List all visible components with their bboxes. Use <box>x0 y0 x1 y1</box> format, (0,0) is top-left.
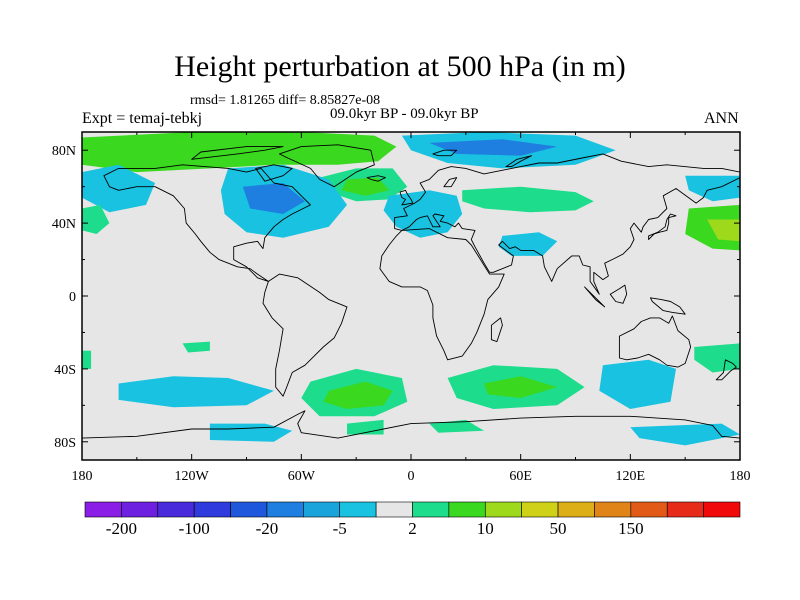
colorbar-label: 150 <box>618 519 644 538</box>
colorbar-swatch <box>703 501 741 518</box>
colorbar-swatch <box>339 501 377 518</box>
colorbar-swatch <box>230 501 268 518</box>
colorbar <box>84 501 741 518</box>
coastline-britain <box>399 189 414 206</box>
coastline-sumatra <box>584 286 606 308</box>
lon-label: 60W <box>288 469 316 484</box>
coastline-australia <box>618 315 692 368</box>
colorbar-swatch <box>594 501 632 518</box>
anomaly-region-australia-south-negative <box>599 359 676 409</box>
anomaly-region-south-pacific-negative <box>118 376 274 408</box>
colorbar-swatch <box>157 501 195 518</box>
colorbar-swatch <box>375 501 413 518</box>
anomaly-region-ross-negative <box>630 423 740 446</box>
anomaly-region-indian-ocean-core <box>484 376 558 398</box>
lat-label: 40S <box>54 363 76 378</box>
colorbar-swatch <box>484 501 522 518</box>
colorbar-label: 10 <box>477 519 494 538</box>
season-label: ANN <box>704 110 739 127</box>
lon-label: 0 <box>408 469 415 484</box>
lon-label: 60E <box>509 469 532 484</box>
anomaly-region-tropic-east-pacific-positive <box>182 341 210 353</box>
anomaly-region-south-antarctic-positive <box>429 419 485 433</box>
anomaly-region-japan-east-core <box>707 219 740 242</box>
colorbar-swatch <box>448 501 486 518</box>
colorbar-swatch <box>121 501 159 518</box>
lat-label: 0 <box>69 290 76 305</box>
latitude-labels: 80N 40N 0 40S 80S <box>52 144 76 451</box>
colorbar-label: -200 <box>106 519 137 538</box>
coastline-svalbard <box>432 149 458 157</box>
axis-ticks <box>81 132 741 460</box>
lon-label: 180 <box>72 469 93 484</box>
coastline-madagascar <box>490 317 503 343</box>
coastline-africa <box>379 228 505 361</box>
coastline-greenland <box>278 144 375 188</box>
coastline-japan <box>648 213 677 240</box>
anomaly-region-central-asia-positive <box>462 186 594 213</box>
longitude-labels: 180 120W 60W 0 60E 120E 180 <box>72 469 751 484</box>
plot-title: Height perturbation at 500 hPa (in m) <box>174 50 626 83</box>
anomaly-region-south-atlantic-core <box>323 381 393 409</box>
coastline-scandinavia-gulf <box>443 177 458 188</box>
colorbar-label: 50 <box>550 519 567 538</box>
colorbar-swatch <box>84 501 122 518</box>
coastline-antarctica <box>82 410 740 460</box>
anomaly-region-north-america-core <box>242 183 305 214</box>
coastline-novaya-zemlya <box>505 155 533 168</box>
coastline-borneo <box>609 284 628 304</box>
lon-label: 180 <box>730 469 751 484</box>
map-background <box>82 132 740 460</box>
coastline-baffin <box>255 164 293 182</box>
colorbar-label: -20 <box>256 519 279 538</box>
anomaly-region-nw-pacific-negative <box>685 175 740 202</box>
anomaly-region-eurasia-north-core <box>429 139 558 156</box>
anomaly-region-antarctic-peninsula-negative <box>209 423 293 442</box>
anomaly-region-pacific-west-negative <box>82 164 156 213</box>
coastline-north-america <box>103 164 311 282</box>
colorbar-label: -5 <box>333 519 347 538</box>
colorbar-swatch <box>666 501 704 518</box>
coastline-layer <box>82 144 740 460</box>
anomaly-region-north-atlantic-core <box>341 177 390 196</box>
colorbar-swatch <box>521 501 559 518</box>
coastline-eurasia <box>394 153 740 295</box>
colorbar-labels: -200 -100 -20 -5 2 10 50 150 <box>106 519 644 538</box>
lat-label: 80N <box>52 144 76 159</box>
coastline-south-america <box>262 273 348 397</box>
coastline-iceland <box>366 175 386 182</box>
anomaly-region-arctic-core <box>155 137 338 151</box>
colorbar-swatch <box>266 501 304 518</box>
anomaly-region-south-pacific-east-positive <box>694 343 740 373</box>
anomaly-region-south-pacific-west-positive <box>82 350 92 369</box>
lat-label: 40N <box>52 217 76 232</box>
colorbar-swatch <box>303 501 341 518</box>
colorbar-label: -100 <box>179 519 210 538</box>
lon-label: 120W <box>175 469 210 484</box>
colorbar-swatch <box>412 501 450 518</box>
lat-label: 80S <box>54 436 76 451</box>
lon-label: 120E <box>616 469 646 484</box>
coastline-new-guinea <box>649 297 686 315</box>
colorbar-swatch <box>193 501 231 518</box>
period-label: 09.0kyr BP - 09.0kyr BP <box>330 106 479 122</box>
anomaly-region-pacific-east-positive <box>82 204 110 234</box>
colorbar-label: 2 <box>408 519 417 538</box>
stats-text: rmsd= 1.81265 diff= 8.85827e-08 <box>190 93 381 108</box>
colorbar-swatch <box>557 501 595 518</box>
anomaly-region-arabia-negative <box>498 232 558 256</box>
coastline-arctic-islands <box>191 146 284 160</box>
experiment-label: Expt = temaj-tebkj <box>82 110 203 127</box>
anomaly-fill-layer <box>82 132 740 446</box>
colorbar-swatch <box>630 501 668 518</box>
coastline-new-zealand <box>715 359 737 381</box>
